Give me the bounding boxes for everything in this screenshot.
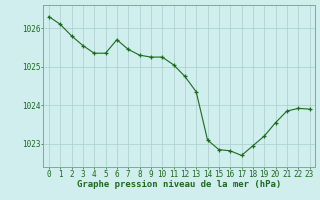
X-axis label: Graphe pression niveau de la mer (hPa): Graphe pression niveau de la mer (hPa) [77,180,281,189]
